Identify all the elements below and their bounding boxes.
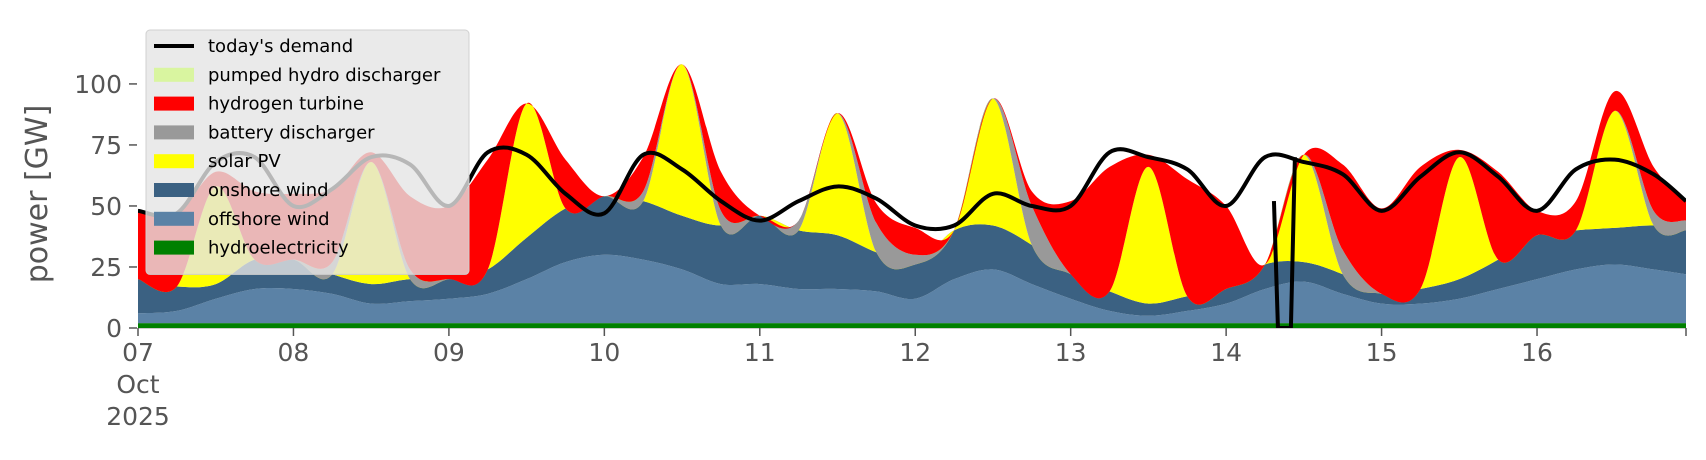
x-tick-sublabel: Oct [116, 370, 159, 399]
x-tick-label: 09 [433, 338, 465, 367]
legend-box [145, 29, 470, 275]
legend-entry: hydroelectricity [154, 238, 349, 259]
legend-entry: solar PV [154, 151, 281, 172]
legend-label: onshore wind [208, 180, 329, 201]
area-solar-pv [138, 64, 1686, 305]
plot-area [138, 64, 1686, 328]
area-offshore-wind [138, 254, 1686, 324]
legend-swatch [154, 96, 194, 111]
y-tick-label: 50 [90, 192, 122, 221]
legend-swatch [154, 240, 194, 255]
legend-label: today's demand [208, 36, 353, 57]
x-tick-label: 13 [1055, 338, 1087, 367]
legend-label: hydrogen turbine [208, 94, 364, 115]
legend-label: battery discharger [208, 122, 375, 143]
y-tick-label: 25 [90, 253, 122, 282]
y-axis-label: power [GW] [20, 105, 55, 284]
x-tick-label: 07 [122, 338, 154, 367]
y-tick-label: 100 [74, 70, 122, 99]
legend-swatch [154, 67, 194, 82]
area-hydroelectricity [138, 323, 1686, 328]
legend-entry: onshore wind [154, 180, 329, 201]
x-tick-label: 08 [278, 338, 310, 367]
x-tick-label: 11 [744, 338, 776, 367]
y-tick-label: 75 [90, 131, 122, 160]
x-tick-label: 12 [899, 338, 931, 367]
x-tick-label: 10 [588, 338, 620, 367]
demand-gap [1271, 157, 1297, 328]
x-tick-sublabel: 2025 [106, 402, 170, 431]
legend: today's demand pumped hydro discharger hyd… [145, 29, 470, 275]
legend-entry: pumped hydro discharger [154, 65, 441, 86]
legend-entry: today's demand [154, 36, 353, 57]
legend-entry: battery discharger [154, 122, 375, 143]
area-battery-discharger [138, 64, 1686, 305]
legend-label: hydroelectricity [208, 238, 349, 259]
x-tick-label: 14 [1210, 338, 1242, 367]
x-axis: 07 Oct 2025 08 09 10 11 12 13 14 15 16 [106, 328, 1687, 431]
legend-swatch [154, 154, 194, 169]
y-tick-label: 0 [106, 314, 122, 343]
legend-label: offshore wind [208, 209, 330, 230]
area-onshore-wind [138, 195, 1686, 316]
legend-swatch [154, 183, 194, 197]
legend-swatch [154, 211, 194, 226]
legend-swatch [154, 125, 194, 140]
legend-entry: offshore wind [154, 209, 330, 230]
x-tick-label: 16 [1521, 338, 1553, 367]
y-axis: power [GW] 0 25 50 75 100 [20, 70, 137, 343]
legend-label: solar PV [208, 151, 281, 172]
x-tick-label: 15 [1366, 338, 1398, 367]
legend-entry: hydrogen turbine [154, 94, 364, 115]
legend-label: pumped hydro discharger [208, 65, 441, 86]
